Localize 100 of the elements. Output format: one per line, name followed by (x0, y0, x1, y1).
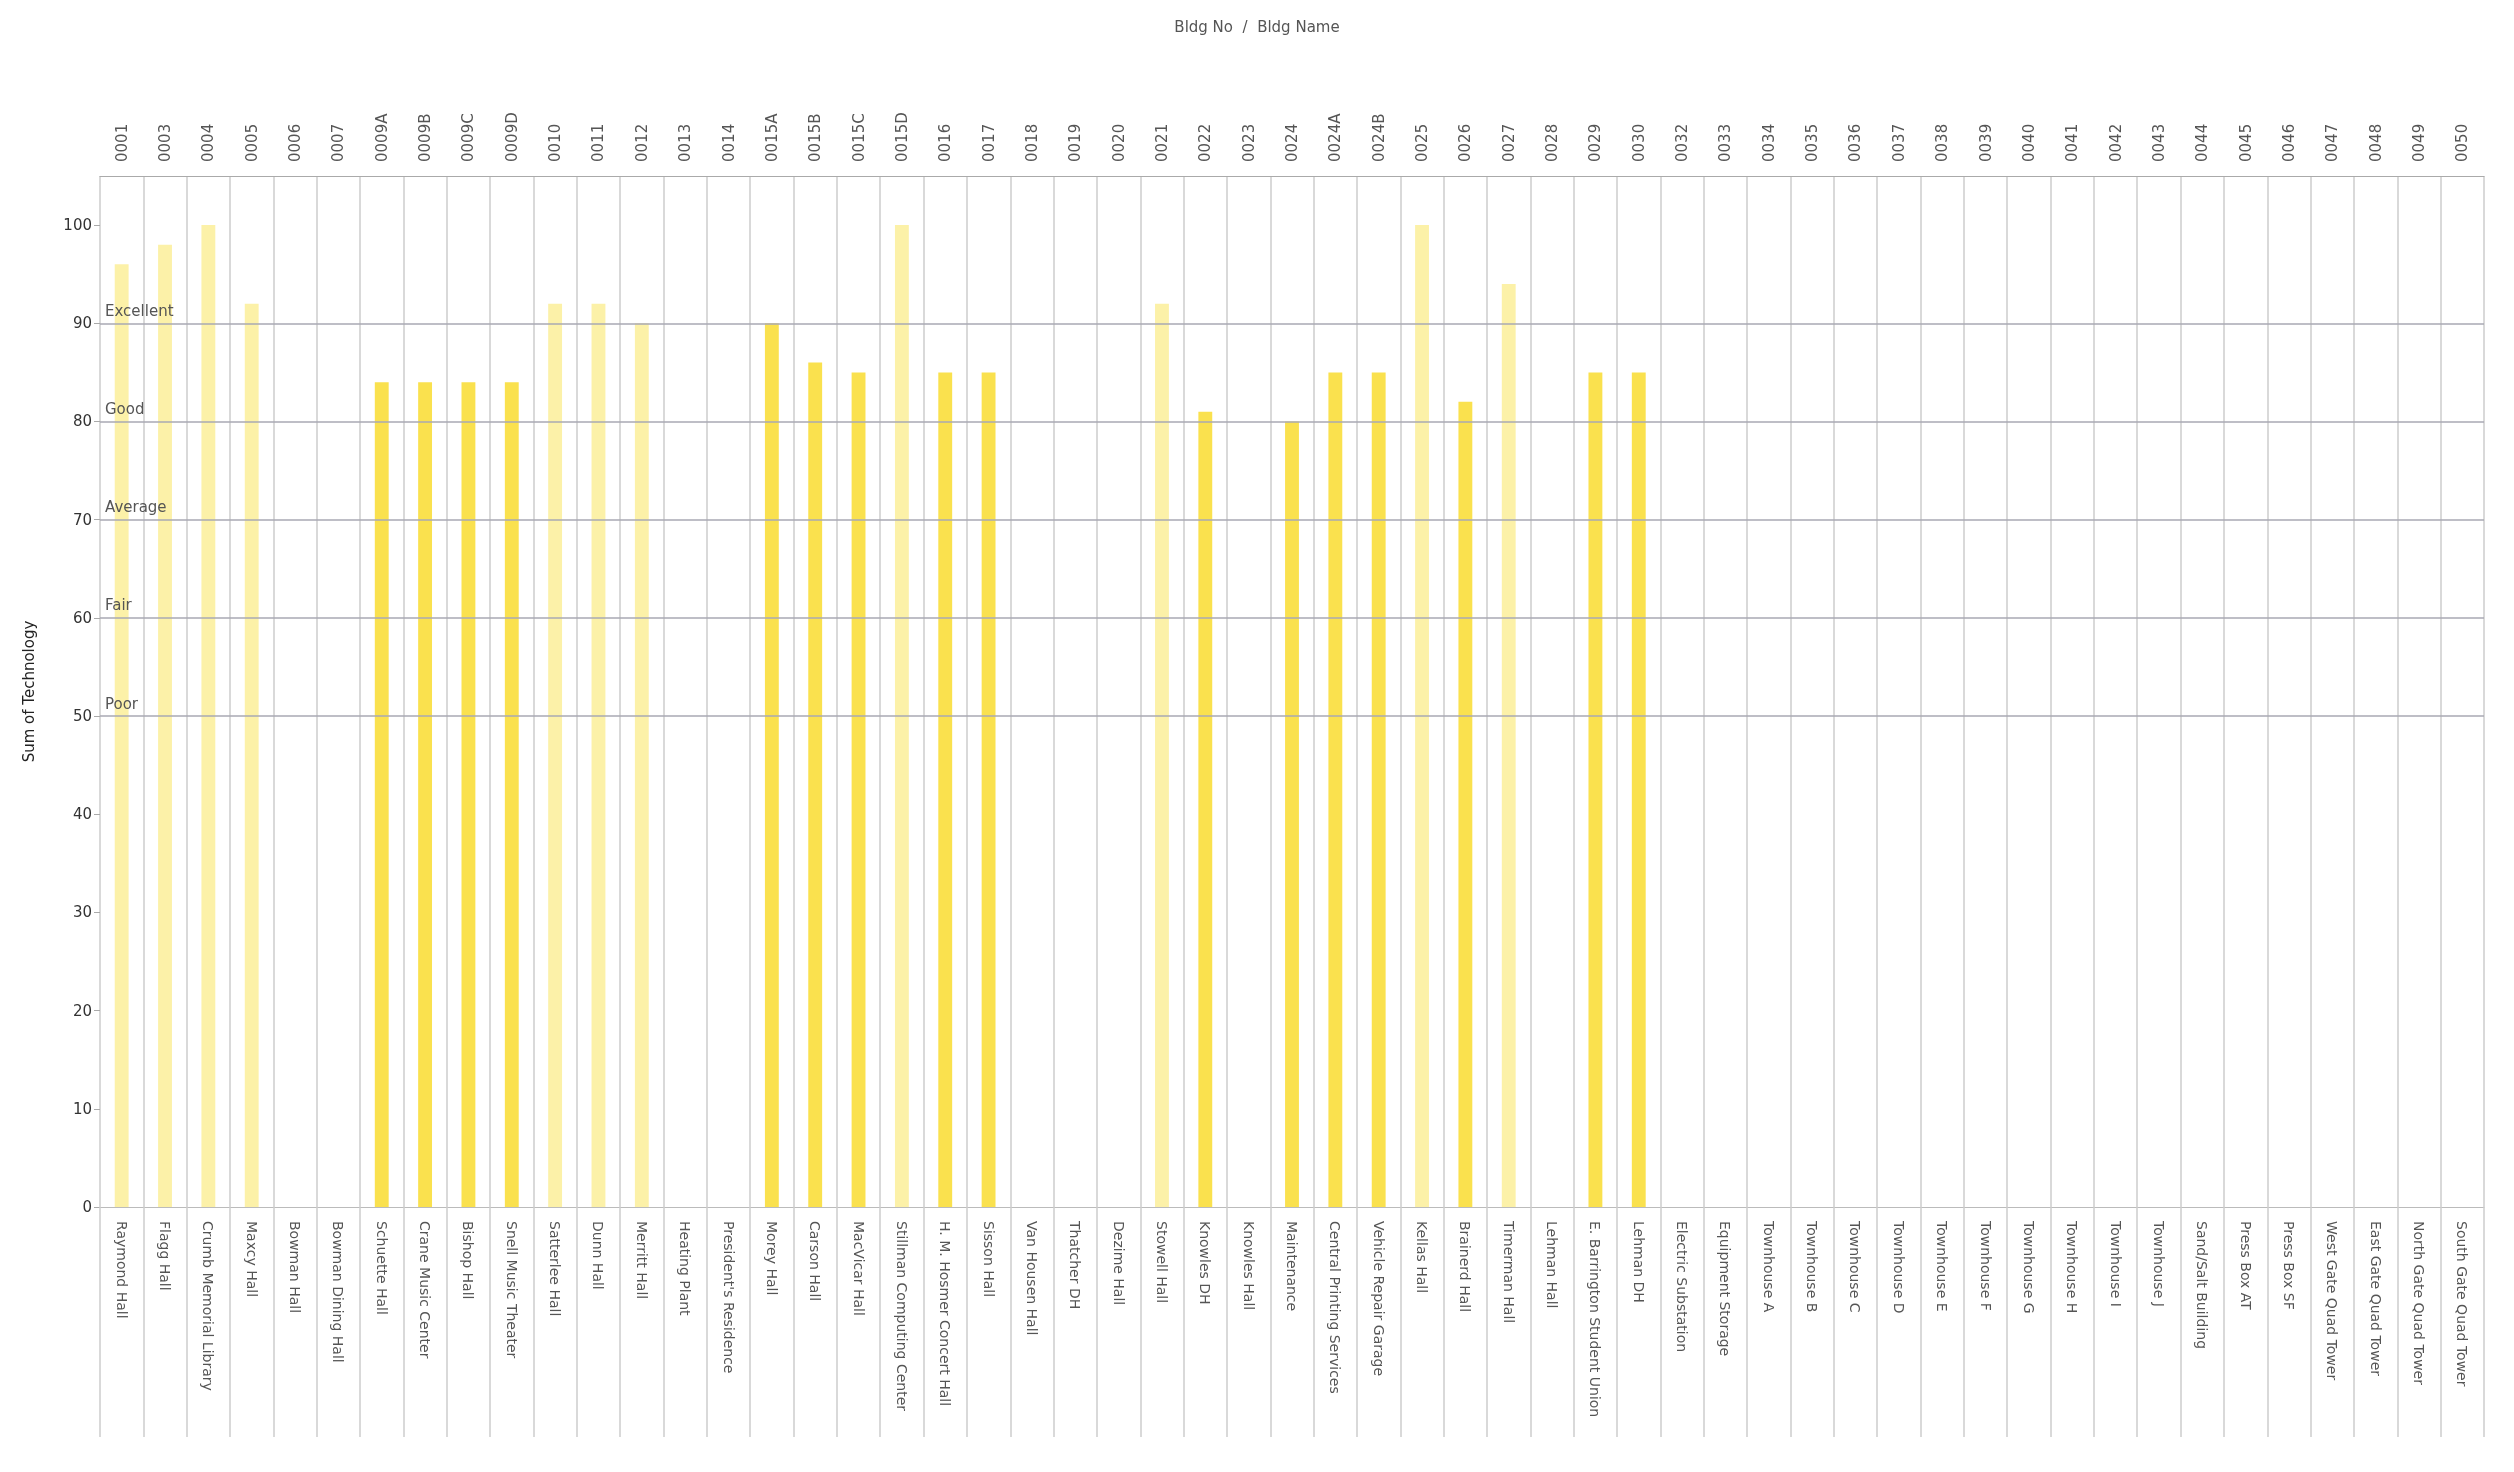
bar (1501, 284, 1516, 1207)
y-tick-label: 10 (72, 1099, 92, 1118)
text: 0048 (2366, 123, 2385, 162)
x-tick-label: Maxcy Hall (243, 1221, 260, 1298)
text: 0014 (719, 123, 738, 162)
x-tick-label: Townhouse H (2064, 1220, 2081, 1314)
y-tick-label: 70 (72, 510, 92, 529)
y-tick-label: 80 (72, 412, 92, 431)
text: 0022 (1196, 123, 1215, 162)
x-tick-label: E. Barrington Student Union (1587, 1221, 1604, 1418)
x-tick-label: Dunn Hall (590, 1221, 607, 1290)
text: 0027 (1499, 123, 1518, 162)
x-tick-label: Sisson Hall (980, 1221, 997, 1298)
x-tick-label: West Gate Quad Tower (2324, 1221, 2341, 1381)
bar (374, 382, 389, 1207)
y-axis-title: Sum of Technology (19, 620, 38, 763)
x-tick-label: East Gate Quad Tower (2367, 1221, 2384, 1377)
bar (1371, 372, 1386, 1207)
y-tick-label: 20 (72, 1001, 92, 1020)
text: 0009D (502, 112, 521, 162)
text: 0026 (1456, 123, 1475, 162)
y-tick-label: 100 (63, 216, 92, 235)
x-tick-label: Townhouse D (1890, 1220, 1907, 1314)
text: 0009B (416, 113, 435, 162)
text: 0043 (2149, 123, 2168, 162)
text: 0041 (2063, 123, 2082, 162)
text: 0050 (2453, 123, 2472, 162)
x-tick-label: North Gate Quad Tower (2410, 1221, 2427, 1386)
text: 0035 (1803, 123, 1822, 162)
bar (938, 372, 953, 1207)
text: 0005 (242, 123, 261, 162)
text: 0046 (2279, 123, 2298, 162)
x-tick-label: Knowles Hall (1240, 1221, 1257, 1311)
x-tick-label: Lehman Hall (1544, 1221, 1561, 1309)
x-tick-label: H. M. Hosmer Concert Hall (937, 1221, 954, 1407)
bar (1631, 372, 1646, 1207)
text: 0013 (676, 123, 695, 162)
text: 0004 (199, 123, 218, 162)
x-tick-label: Carson Hall (807, 1221, 824, 1302)
bar (851, 372, 866, 1207)
bar (1458, 401, 1473, 1207)
bar (1285, 421, 1299, 1207)
text: 0024A (1326, 112, 1345, 162)
x-tick-label: Schuette Hall (373, 1221, 390, 1315)
bar (764, 323, 779, 1207)
x-tick-label: Central Printing Services (1327, 1221, 1344, 1394)
x-tick-label: Morey Hall (763, 1221, 780, 1296)
x-tick-label: Townhouse E (1934, 1220, 1951, 1312)
text: 0017 (979, 123, 998, 162)
x-tick-label: Townhouse B (1804, 1220, 1821, 1313)
x-tick-label: Electric Substation (1674, 1221, 1691, 1353)
text: 0038 (1933, 123, 1952, 162)
x-tick-label: Stillman Computing Center (893, 1221, 910, 1412)
x-tick-label: Snell Music Theater (503, 1221, 520, 1359)
x-tick-label: Thatcher DH (1067, 1220, 1084, 1310)
bar (504, 382, 519, 1207)
ref-line-label: Good (105, 399, 145, 418)
bar (808, 362, 823, 1207)
text: 0042 (2106, 123, 2125, 162)
text: 0034 (1759, 123, 1778, 162)
x-tick-label: Crumb Memorial Library (200, 1221, 217, 1391)
x-tick-label: Bowman Hall (287, 1221, 304, 1314)
x-tick-label: Townhouse I (2107, 1220, 2124, 1307)
x-tick-label: Maintenance (1284, 1221, 1300, 1312)
bar (1588, 372, 1603, 1207)
text: 0021 (1152, 123, 1171, 162)
x-tick-label: Van Housen Hall (1023, 1221, 1040, 1336)
text: 0033 (1716, 123, 1735, 162)
x-tick-label: Kellas Hall (1414, 1221, 1431, 1294)
x-tick-label: President's Residence (720, 1221, 737, 1374)
x-tick-label: Heating Plant (677, 1221, 694, 1317)
y-tick-label: 90 (72, 314, 92, 333)
x-tick-label: Lehman DH (1630, 1221, 1647, 1303)
bar (591, 303, 606, 1207)
text: 0044 (2193, 123, 2212, 162)
text: 0010 (546, 123, 565, 162)
text: 0032 (1673, 123, 1692, 162)
x-tick-label: Townhouse J (2150, 1220, 2167, 1307)
text: 0045 (2236, 123, 2255, 162)
text: 0015C (849, 113, 868, 162)
bar (894, 225, 909, 1207)
x-tick-label: Brainerd Hall (1457, 1221, 1474, 1313)
y-tick-label: 50 (72, 707, 92, 726)
x-tick-label: Bowman Dining Hall (330, 1221, 347, 1363)
text: 0015D (892, 112, 911, 162)
text: 0030 (1629, 123, 1648, 162)
ref-line-label: Poor (105, 694, 139, 713)
text: 0028 (1543, 123, 1562, 162)
bar (981, 372, 996, 1207)
x-tick-label: MacVicar Hall (850, 1221, 867, 1316)
y-tick-label: 30 (72, 903, 92, 922)
text: 0016 (936, 123, 955, 162)
x-tick-label: Satterlee Hall (547, 1221, 564, 1317)
x-tick-label: Press Box SF (2280, 1221, 2297, 1310)
y-tick-label: 40 (72, 805, 92, 824)
text: 0039 (1976, 123, 1995, 162)
text: 0040 (2019, 123, 2038, 162)
bar (1155, 303, 1169, 1207)
x-tick-label: Knowles DH (1197, 1221, 1214, 1305)
text: 0006 (286, 123, 305, 162)
